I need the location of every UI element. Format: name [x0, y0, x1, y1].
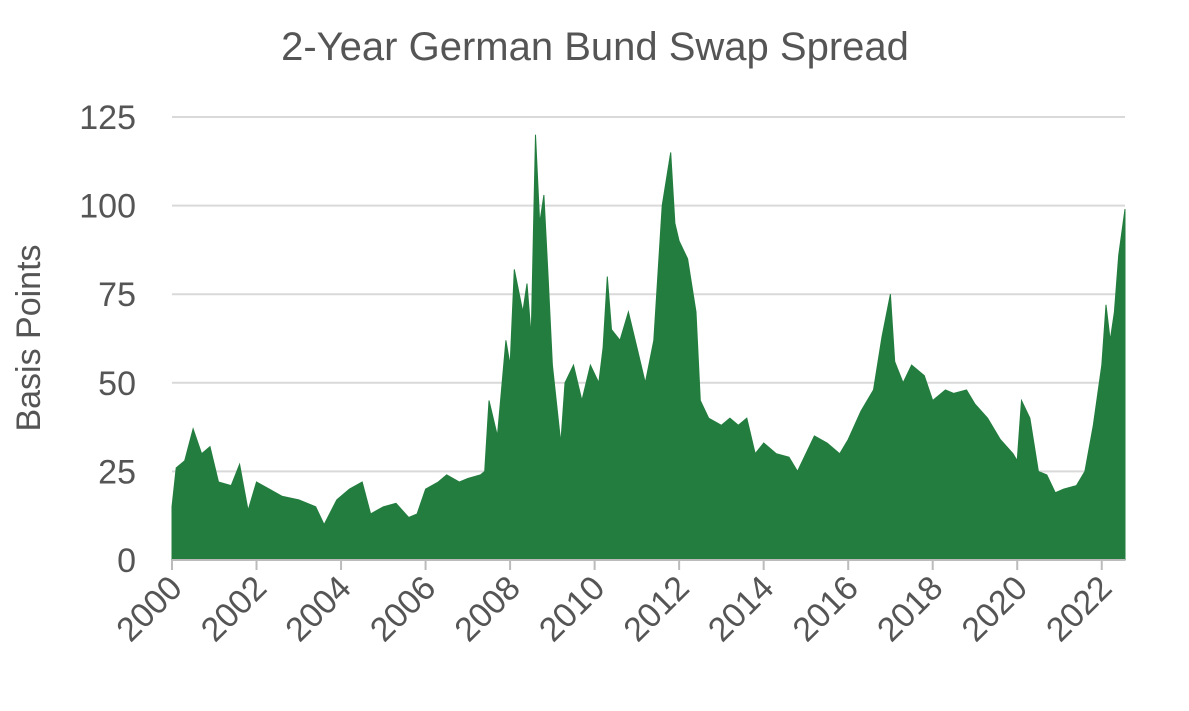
x-tick-label: 2014	[701, 569, 781, 649]
y-tick-label: 25	[98, 453, 136, 491]
y-tick-label: 125	[79, 99, 136, 137]
x-tick-label: 2002	[194, 569, 274, 649]
y-axis-label: Basis Points	[10, 244, 48, 431]
y-tick-label: 100	[79, 188, 136, 226]
x-tick-label: 2016	[785, 569, 865, 649]
chart-title: 2-Year German Bund Swap Spread	[281, 25, 909, 69]
area	[171, 134, 1126, 561]
x-tick-label: 2004	[278, 569, 358, 649]
x-tick-label: 2018	[870, 569, 950, 649]
x-tick-label: 2006	[363, 569, 443, 649]
y-tick-label: 75	[98, 276, 136, 314]
x-tick-label: 2000	[109, 569, 189, 649]
y-tick-label: 0	[117, 542, 136, 580]
y-tick-label: 50	[98, 365, 136, 403]
x-tick-label: 2008	[447, 569, 527, 649]
x-tick-label: 2010	[532, 569, 612, 649]
x-tick-label: 2022	[1039, 569, 1119, 649]
x-tick-label: 2020	[955, 569, 1035, 649]
x-tick-label: 2012	[616, 569, 696, 649]
